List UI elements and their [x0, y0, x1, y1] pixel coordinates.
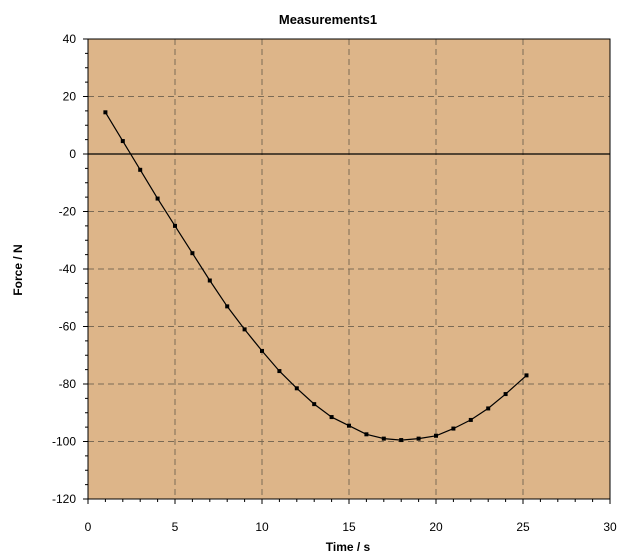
y-tick-label: -20 — [59, 205, 77, 219]
x-axis-label: Time / s — [326, 540, 371, 554]
data-point — [225, 304, 230, 309]
data-point — [451, 426, 456, 431]
data-point — [347, 423, 351, 428]
x-tick-label: 20 — [429, 520, 443, 534]
data-point — [416, 436, 421, 441]
y-tick-label: 40 — [63, 32, 77, 46]
x-tick-label: 0 — [85, 520, 92, 534]
data-point — [277, 369, 282, 374]
grid-lines — [88, 39, 610, 499]
axis-ticks — [83, 38, 611, 504]
data-point — [294, 386, 299, 391]
y-tick-label: -100 — [52, 435, 76, 449]
data-point — [190, 251, 195, 256]
data-point — [260, 348, 264, 353]
data-point — [312, 402, 317, 407]
y-tick-label: 0 — [69, 147, 76, 161]
x-tick-label: 25 — [516, 520, 530, 534]
data-point — [173, 223, 177, 228]
data-point — [120, 139, 125, 144]
data-point — [434, 433, 438, 438]
data-point — [103, 110, 108, 115]
data-point — [364, 432, 369, 437]
data-point — [138, 167, 143, 172]
y-tick-labels: 40 20 0 -20 -40 -60 -80 -100 -120 — [52, 32, 76, 506]
data-point — [468, 417, 473, 422]
data-points — [103, 110, 529, 443]
data-point — [329, 415, 334, 420]
data-point — [155, 196, 160, 201]
y-tick-label: -60 — [59, 320, 77, 334]
y-tick-label: -40 — [59, 262, 77, 276]
data-point — [399, 438, 404, 443]
y-tick-label: -120 — [52, 492, 76, 506]
data-point — [242, 327, 247, 332]
y-tick-label: 20 — [63, 90, 77, 104]
chart-title: Measurements1 — [279, 12, 377, 27]
y-tick-label: -80 — [59, 377, 77, 391]
data-point — [503, 392, 508, 397]
data-point — [207, 278, 212, 283]
x-tick-label: 15 — [342, 520, 356, 534]
x-tick-labels: 0 5 10 15 20 25 30 — [85, 520, 617, 534]
data-point — [524, 373, 529, 378]
data-point — [486, 406, 491, 411]
x-tick-label: 10 — [255, 520, 269, 534]
y-axis-label: Force / N — [11, 244, 25, 295]
x-tick-label: 5 — [172, 520, 179, 534]
x-tick-label: 30 — [603, 520, 617, 534]
data-point — [381, 436, 386, 441]
